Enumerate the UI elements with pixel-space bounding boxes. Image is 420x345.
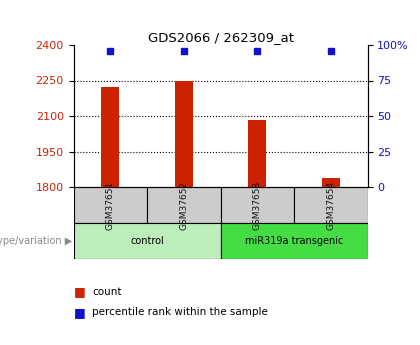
Bar (147, 187, 220, 223)
Text: GSM37654: GSM37654 (326, 181, 335, 230)
Bar (101, 87, 119, 187)
Text: GSM37653: GSM37653 (253, 181, 262, 230)
Bar (248, 120, 266, 187)
Bar (322, 178, 340, 187)
Text: GSM37651: GSM37651 (106, 181, 115, 230)
Bar (294, 187, 368, 223)
Bar (220, 223, 368, 259)
Text: ■: ■ (74, 306, 89, 319)
Bar (175, 81, 193, 187)
Bar (74, 187, 147, 223)
Title: GDS2066 / 262309_at: GDS2066 / 262309_at (147, 31, 294, 44)
Bar (220, 187, 294, 223)
Text: percentile rank within the sample: percentile rank within the sample (92, 307, 268, 317)
Text: GSM37652: GSM37652 (179, 181, 188, 230)
Text: genotype/variation ▶: genotype/variation ▶ (0, 236, 72, 246)
Bar (74, 223, 220, 259)
Text: count: count (92, 287, 122, 296)
Text: ■: ■ (74, 285, 89, 298)
Text: control: control (130, 236, 164, 246)
Text: miR319a transgenic: miR319a transgenic (245, 236, 343, 246)
